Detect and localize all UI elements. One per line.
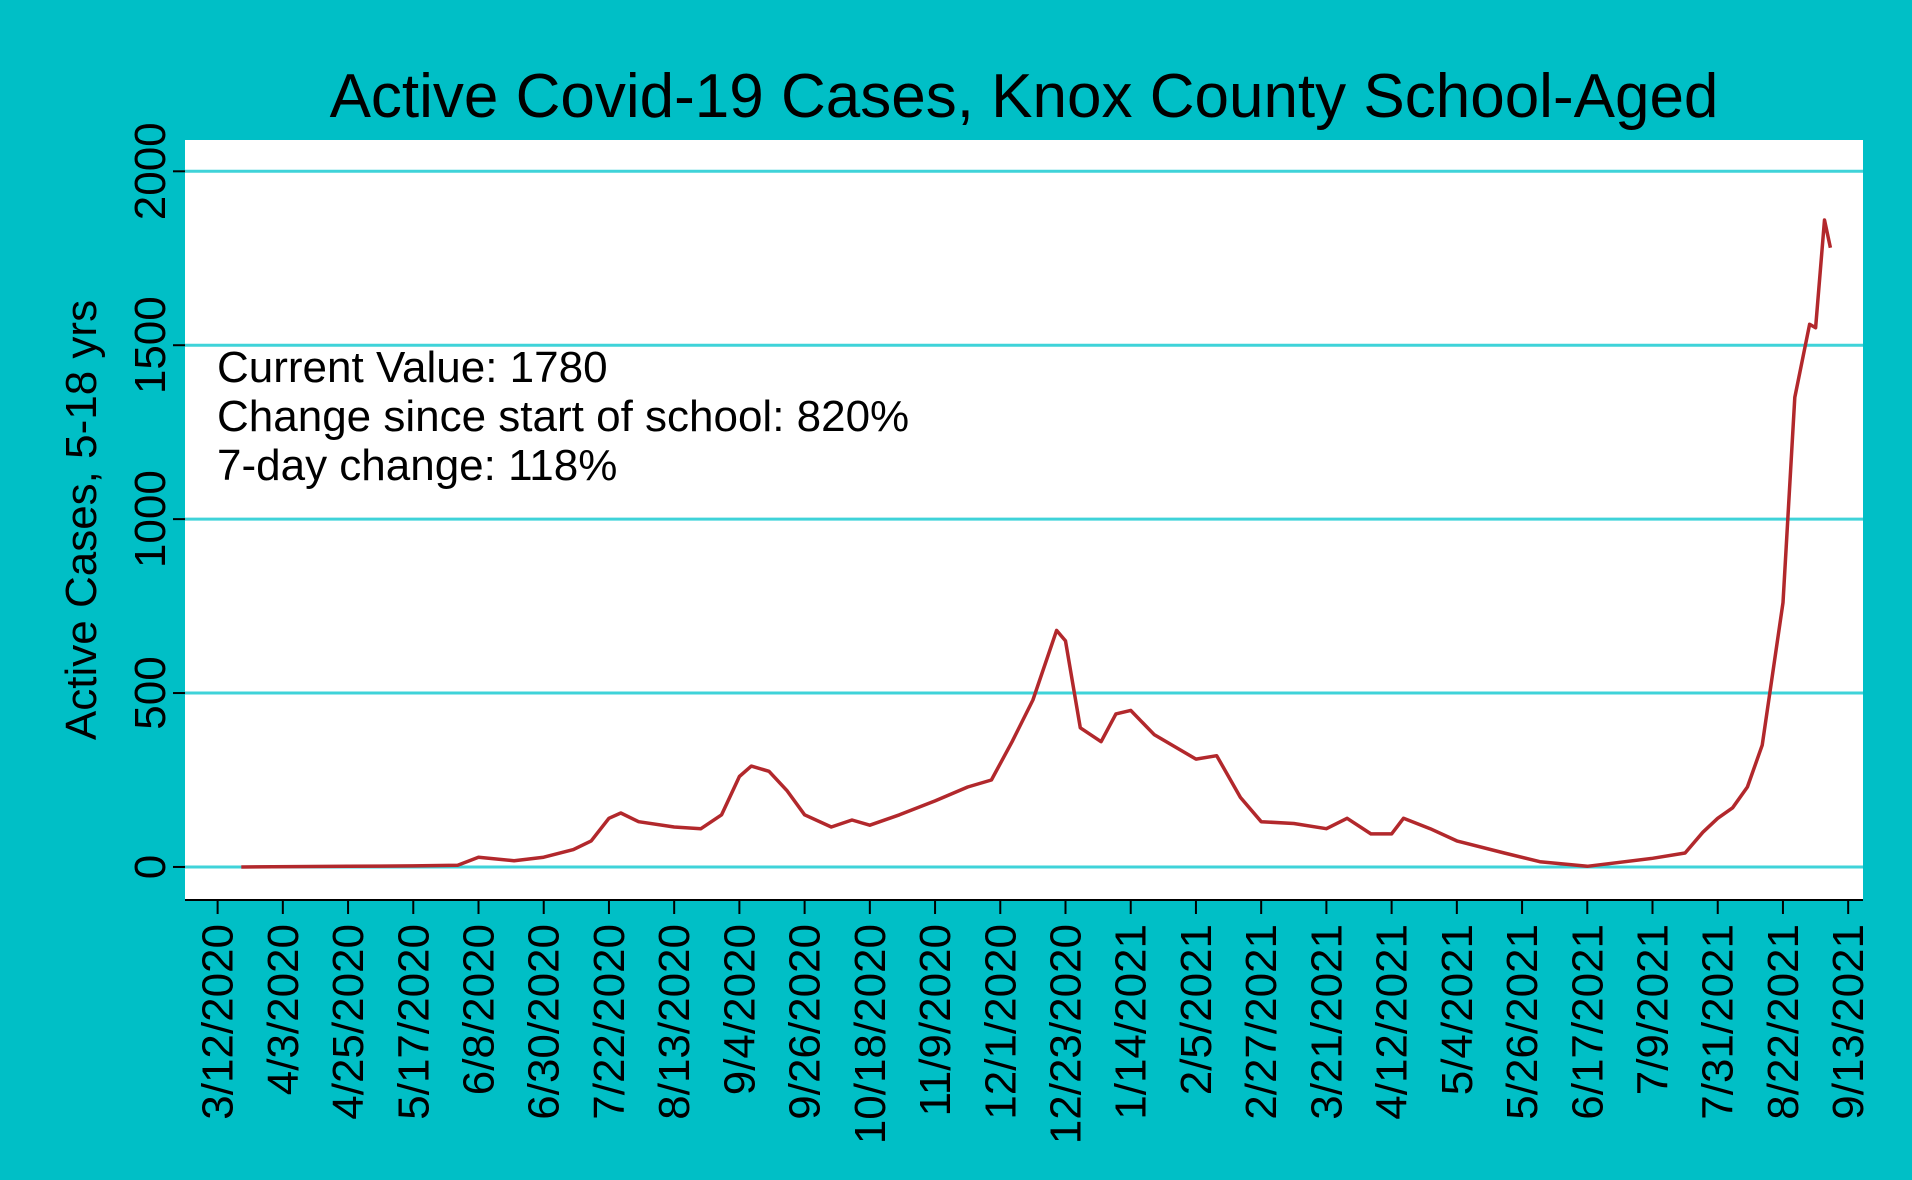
chart-title: Active Covid-19 Cases, Knox County Schoo… (330, 62, 1719, 131)
y-tick-label: 1000 (126, 470, 175, 568)
x-tick-label: 2/27/2021 (1237, 924, 1286, 1120)
annotation: 7-day change: 118% (217, 441, 617, 490)
annotation: Current Value: 1780 (217, 343, 608, 392)
x-tick-label: 9/13/2021 (1824, 924, 1873, 1120)
x-tick-label: 3/21/2021 (1302, 924, 1351, 1120)
x-tick-label: 2/5/2021 (1172, 924, 1221, 1095)
x-tick-label: 9/4/2020 (715, 924, 764, 1095)
data-line (241, 218, 1833, 869)
x-tick-label: 7/31/2021 (1694, 924, 1743, 1120)
x-tick-label: 9/26/2020 (781, 924, 830, 1120)
annotation: Change since start of school: 820% (217, 392, 909, 441)
x-tick-label: 3/12/2020 (194, 924, 243, 1120)
y-axis-title: Active Cases, 5-18 yrs (57, 300, 106, 740)
x-tick-label: 6/8/2020 (455, 924, 504, 1095)
y-tick-label: 500 (126, 656, 175, 729)
x-tick-label: 4/25/2020 (324, 924, 373, 1120)
x-tick-label: 5/26/2021 (1498, 924, 1547, 1120)
x-tick-label: 11/9/2020 (911, 924, 960, 1116)
y-tick-label: 2000 (126, 122, 175, 220)
x-tick-label: 4/12/2021 (1368, 924, 1417, 1120)
x-tick-label: 7/9/2021 (1629, 924, 1678, 1095)
x-tick-label: 6/30/2020 (520, 924, 569, 1120)
x-tick-label: 5/4/2021 (1433, 924, 1482, 1095)
x-tick-label: 8/13/2020 (650, 924, 699, 1120)
x-tick-label: 7/22/2020 (585, 924, 634, 1120)
x-tick-label: 6/17/2021 (1563, 924, 1612, 1120)
x-tick-label: 1/14/2021 (1107, 924, 1156, 1120)
y-tick-label: 0 (126, 855, 175, 879)
x-tick-label: 12/1/2020 (976, 924, 1025, 1120)
x-tick-label: 8/22/2021 (1759, 924, 1808, 1120)
x-tick-label: 4/3/2020 (259, 924, 308, 1095)
x-tick-label: 5/17/2020 (389, 924, 438, 1120)
y-tick-label: 1500 (126, 296, 175, 394)
x-tick-label: 12/23/2020 (1042, 924, 1091, 1144)
x-tick-label: 10/18/2020 (846, 924, 895, 1144)
